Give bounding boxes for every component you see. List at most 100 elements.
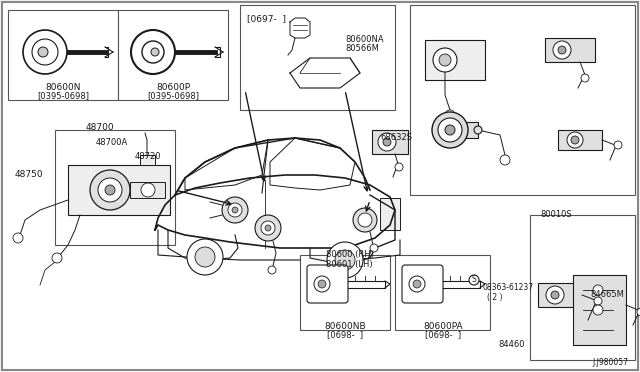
Bar <box>372 130 408 154</box>
Bar <box>530 215 635 360</box>
Circle shape <box>318 280 326 288</box>
Circle shape <box>187 239 223 275</box>
Circle shape <box>151 48 159 56</box>
Circle shape <box>378 133 396 151</box>
Circle shape <box>445 125 455 135</box>
Circle shape <box>637 308 640 316</box>
Circle shape <box>438 118 462 142</box>
Circle shape <box>232 207 238 213</box>
Circle shape <box>594 297 602 305</box>
Circle shape <box>90 170 130 210</box>
Text: [0698-  ]: [0698- ] <box>327 330 363 339</box>
Text: 80600PA: 80600PA <box>423 322 463 331</box>
Circle shape <box>370 244 378 252</box>
Circle shape <box>581 74 589 82</box>
Bar <box>8 10 118 100</box>
Bar <box>425 40 485 80</box>
Circle shape <box>571 136 579 144</box>
Text: 84460: 84460 <box>498 340 525 349</box>
Circle shape <box>469 275 479 285</box>
Circle shape <box>439 54 451 66</box>
Bar <box>300 255 390 330</box>
Text: 80010S: 80010S <box>540 210 572 219</box>
Circle shape <box>335 250 355 270</box>
Circle shape <box>261 221 275 235</box>
Bar <box>450 122 478 138</box>
Circle shape <box>413 280 421 288</box>
Ellipse shape <box>474 126 482 134</box>
Circle shape <box>553 41 571 59</box>
Text: ( 2 ): ( 2 ) <box>487 293 502 302</box>
Text: 80600NA: 80600NA <box>345 35 383 44</box>
FancyBboxPatch shape <box>307 265 348 303</box>
Text: 48750: 48750 <box>15 170 44 179</box>
Circle shape <box>546 286 564 304</box>
Text: 80600NB: 80600NB <box>324 322 366 331</box>
Circle shape <box>614 141 622 149</box>
Circle shape <box>445 110 455 120</box>
Circle shape <box>433 48 457 72</box>
Circle shape <box>32 39 58 65</box>
Text: 80566M: 80566M <box>345 44 379 53</box>
Circle shape <box>255 215 281 241</box>
Bar <box>118 10 228 100</box>
FancyBboxPatch shape <box>402 265 443 303</box>
Circle shape <box>358 213 372 227</box>
Circle shape <box>105 185 115 195</box>
Circle shape <box>195 247 215 267</box>
Circle shape <box>38 47 48 57</box>
Circle shape <box>142 41 164 63</box>
Bar <box>395 255 490 330</box>
Circle shape <box>327 242 363 278</box>
Circle shape <box>593 285 603 295</box>
Circle shape <box>353 208 377 232</box>
Text: [0395-0698]: [0395-0698] <box>147 91 199 100</box>
Bar <box>380 198 400 230</box>
Circle shape <box>558 46 566 54</box>
Text: S: S <box>472 276 476 285</box>
Text: 80600N: 80600N <box>45 83 81 92</box>
Text: 68632S: 68632S <box>380 133 412 142</box>
Circle shape <box>551 291 559 299</box>
Circle shape <box>593 305 603 315</box>
Circle shape <box>500 155 510 165</box>
Circle shape <box>268 266 276 274</box>
Text: 84665M: 84665M <box>590 290 624 299</box>
Bar <box>558 130 602 150</box>
Circle shape <box>228 203 242 217</box>
Text: 48720: 48720 <box>135 152 161 161</box>
Text: [0697-  ]: [0697- ] <box>247 14 286 23</box>
Circle shape <box>222 197 248 223</box>
Circle shape <box>52 253 62 263</box>
Text: 08363-61237: 08363-61237 <box>483 283 534 292</box>
Text: 80601 (LH): 80601 (LH) <box>326 260 372 269</box>
Circle shape <box>265 225 271 231</box>
Circle shape <box>567 132 583 148</box>
Bar <box>55 130 175 245</box>
Bar <box>140 155 155 165</box>
Circle shape <box>131 30 175 74</box>
Circle shape <box>395 163 403 171</box>
Bar <box>410 5 635 195</box>
Circle shape <box>432 112 468 148</box>
Bar <box>545 38 595 62</box>
Bar <box>538 283 582 307</box>
Circle shape <box>23 30 67 74</box>
Text: [0395-0698]: [0395-0698] <box>37 91 89 100</box>
Circle shape <box>13 233 23 243</box>
Bar <box>240 5 395 110</box>
Circle shape <box>409 276 425 292</box>
Text: 48700A: 48700A <box>96 138 128 147</box>
Circle shape <box>314 276 330 292</box>
Text: J.J980057: J.J980057 <box>592 358 628 367</box>
Text: [0698-  ]: [0698- ] <box>425 330 461 339</box>
Text: 48700: 48700 <box>86 123 115 132</box>
Text: 80600 (RH): 80600 (RH) <box>326 250 374 259</box>
Circle shape <box>141 183 155 197</box>
Bar <box>573 275 626 345</box>
Bar <box>130 182 165 198</box>
Text: 80600P: 80600P <box>156 83 190 92</box>
Circle shape <box>98 178 122 202</box>
Bar <box>68 165 170 215</box>
Circle shape <box>383 138 391 146</box>
